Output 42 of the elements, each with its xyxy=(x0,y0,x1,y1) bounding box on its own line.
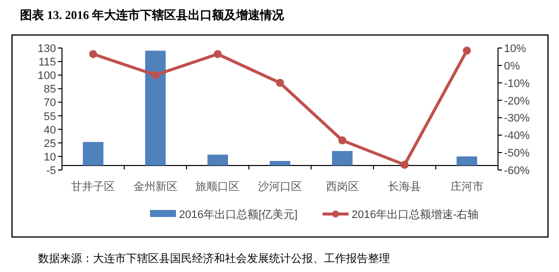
bar xyxy=(82,142,104,166)
bar xyxy=(332,151,353,166)
y-tick-label: 10 xyxy=(44,151,56,164)
x-tick-label: 沙河口区 xyxy=(258,180,302,193)
legend-label: 2016年出口总额增速-右轴 xyxy=(352,208,479,221)
y2-tick-label: -20% xyxy=(504,95,530,108)
point xyxy=(462,46,471,55)
y-tick-label: 70 xyxy=(44,97,56,110)
y-tick-label: 55 xyxy=(44,110,56,123)
y2-tick-label: -10% xyxy=(504,78,530,90)
y-tick-label: 40 xyxy=(44,124,56,136)
y-tick-label: 100 xyxy=(38,70,56,82)
source-note: 数据来源：大连市下辖区县国民经济和社会发展统计公报、工作报告整理 xyxy=(38,252,390,265)
point xyxy=(89,50,98,58)
y-tick-label: 130 xyxy=(38,43,56,55)
y-tick-label: 85 xyxy=(44,84,56,96)
bar xyxy=(456,156,478,166)
point xyxy=(151,71,160,80)
y2-tick-label: -50% xyxy=(504,148,530,160)
x-tick-label: 长海县 xyxy=(388,180,422,193)
y2-tick-label: 0% xyxy=(504,60,520,72)
y-tick-label: 115 xyxy=(38,56,56,69)
x-tick-label: 庄河市 xyxy=(450,180,484,193)
bar xyxy=(270,160,290,166)
y2-tick-label: 10% xyxy=(504,43,526,55)
x-tick-label: 西岗区 xyxy=(326,180,359,193)
bar xyxy=(207,154,228,166)
y-tick-label: 25 xyxy=(44,138,56,150)
x-tick-label: 甘井子区 xyxy=(71,180,116,193)
point xyxy=(276,78,284,87)
y2-tick-label: -60% xyxy=(504,165,530,177)
point xyxy=(214,50,222,58)
y-tick-label: -5 xyxy=(46,165,56,177)
point xyxy=(400,160,409,169)
bar xyxy=(145,50,166,166)
x-tick-label: 金州新区 xyxy=(133,180,178,193)
chart-title: 图表 13. 2016 年大连市下辖区县出口额及增速情况 xyxy=(20,8,285,22)
y2-tick-label: -40% xyxy=(504,130,530,142)
point xyxy=(338,136,346,144)
x-tick-label: 旅顺口区 xyxy=(196,180,240,193)
legend-label: 2016年出口总额[亿美元] xyxy=(179,208,298,221)
y2-tick-label: -30% xyxy=(504,112,530,125)
